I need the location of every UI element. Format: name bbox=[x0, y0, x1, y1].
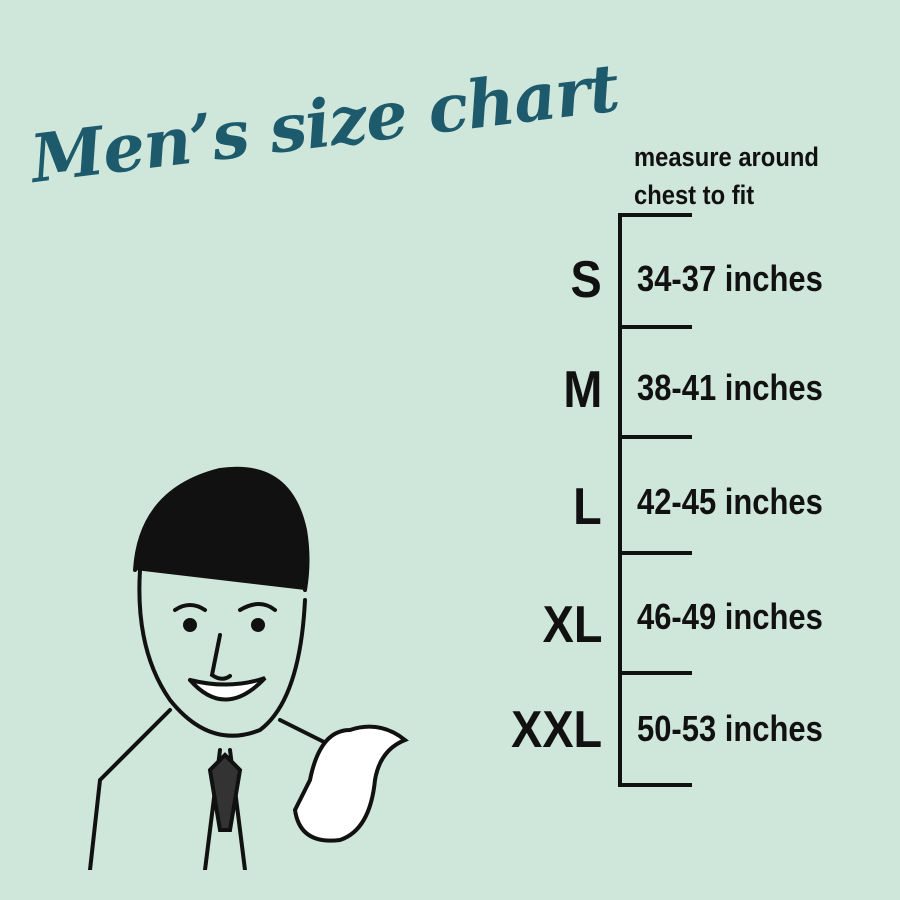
bracket-tick bbox=[618, 213, 692, 217]
bracket-tick bbox=[618, 325, 692, 329]
instruction-line-1: measure around bbox=[634, 142, 819, 172]
size-range: 46-49 inches bbox=[637, 596, 823, 637]
measure-instructions: measure around chest to fit bbox=[634, 138, 819, 214]
retro-man-illustration bbox=[88, 466, 409, 870]
size-range: 34-37 inches bbox=[637, 258, 823, 299]
title: Men’s size chart bbox=[26, 48, 623, 198]
size-label: L bbox=[573, 478, 602, 536]
size-label: M bbox=[563, 361, 602, 419]
size-label: XXL bbox=[510, 701, 602, 759]
instruction-line-2: chest to fit bbox=[634, 180, 755, 210]
bracket-tick bbox=[618, 671, 692, 675]
size-range: 50-53 inches bbox=[637, 708, 823, 749]
size-label: XL bbox=[542, 596, 602, 654]
bracket-tick bbox=[618, 783, 692, 787]
size-range: 42-45 inches bbox=[637, 481, 823, 522]
size-range: 38-41 inches bbox=[637, 367, 823, 408]
bracket-tick bbox=[618, 551, 692, 555]
bracket-line bbox=[618, 214, 622, 786]
size-label: S bbox=[570, 251, 602, 309]
bracket-tick bbox=[618, 435, 692, 439]
